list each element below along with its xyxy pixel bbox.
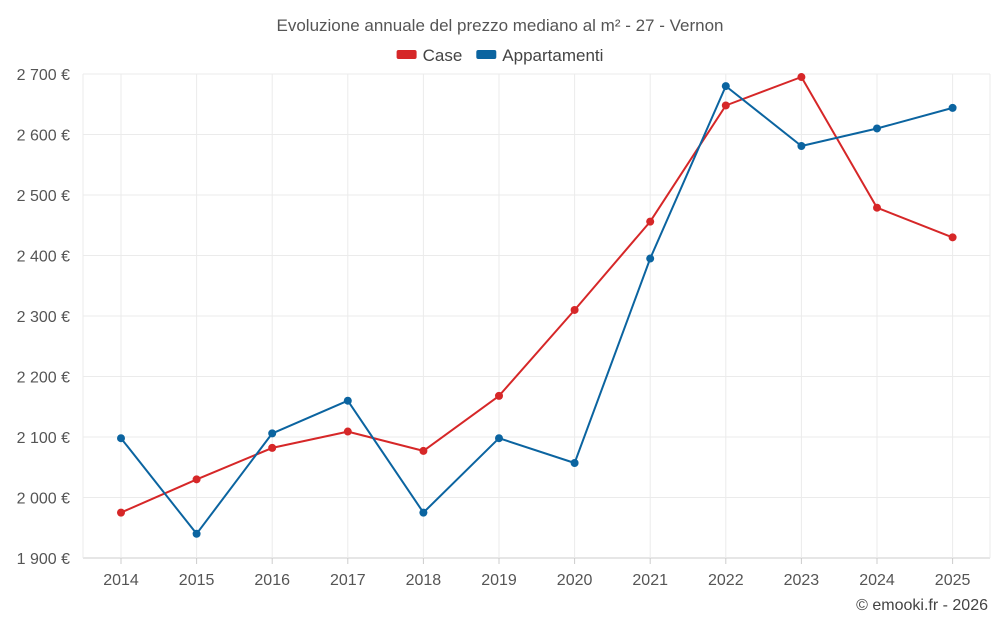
y-tick-label: 2 100 € [17,430,70,447]
y-tick-label: 2 300 € [17,309,70,326]
x-tick-label: 2024 [859,572,895,589]
series-layer [117,73,957,538]
series-line [120,76,953,514]
x-tick-label: 2018 [406,572,442,589]
y-tick-label: 2 500 € [17,188,70,205]
series-appartamenti [117,82,957,538]
data-point[interactable] [721,101,730,110]
x-tick-label: 2015 [179,572,215,589]
x-axis: 2014 2015 2016 2017 2018 2019 2020 2021 2022 2023… [103,558,970,589]
legend-label: Appartamenti [502,46,603,65]
legend-swatch [476,50,497,59]
credit-text: © emooki.fr - 2026 [856,597,988,614]
data-point[interactable] [343,396,352,405]
data-point[interactable] [570,305,579,314]
y-tick-label: 2 600 € [17,128,70,145]
data-point[interactable] [721,82,730,91]
x-tick-label: 2017 [330,572,366,589]
data-point[interactable] [873,124,881,133]
x-tick-label: 2014 [103,572,139,589]
y-axis: 1 900 € 2 000 € 2 100 € 2 200 € 2 300 € 2 400… [17,67,70,568]
legend-label: Case [423,46,463,65]
data-point[interactable] [419,508,428,517]
data-point[interactable] [117,434,125,443]
data-point[interactable] [495,434,503,443]
x-tick-label: 2019 [481,572,517,589]
x-tick-label: 2021 [632,572,668,589]
data-point[interactable] [495,391,503,400]
x-tick-label: 2022 [708,572,744,589]
data-point[interactable] [343,427,352,436]
data-point[interactable] [948,103,957,112]
data-point[interactable] [117,508,125,517]
series-case [117,73,957,517]
data-point[interactable] [192,529,201,538]
data-point[interactable] [268,429,277,438]
legend-item-appartamenti[interactable]: Appartamenti [476,46,603,65]
data-point[interactable] [646,217,655,226]
x-tick-label: 2020 [557,572,593,589]
data-point[interactable] [646,254,655,263]
data-point[interactable] [797,73,806,82]
y-tick-label: 1 900 € [17,551,70,568]
data-point[interactable] [797,141,806,150]
x-tick-label: 2025 [935,572,971,589]
series-line [120,85,953,535]
data-point[interactable] [873,203,881,212]
data-point[interactable] [268,443,277,452]
data-point[interactable] [192,475,201,484]
grid [82,73,991,559]
y-tick-label: 2 000 € [17,491,70,508]
y-tick-label: 2 400 € [17,249,70,266]
chart-title: Evoluzione annuale del prezzo mediano al… [277,16,724,35]
legend-swatch [396,50,417,59]
y-tick-label: 2 700 € [17,67,70,84]
legend-item-case[interactable]: Case [396,46,463,65]
data-point[interactable] [948,233,957,242]
data-point[interactable] [570,459,579,468]
x-tick-label: 2016 [254,572,290,589]
data-point[interactable] [419,446,428,455]
x-tick-label: 2023 [784,572,820,589]
legend: Case Appartamenti [396,46,603,65]
y-tick-label: 2 200 € [17,370,70,387]
